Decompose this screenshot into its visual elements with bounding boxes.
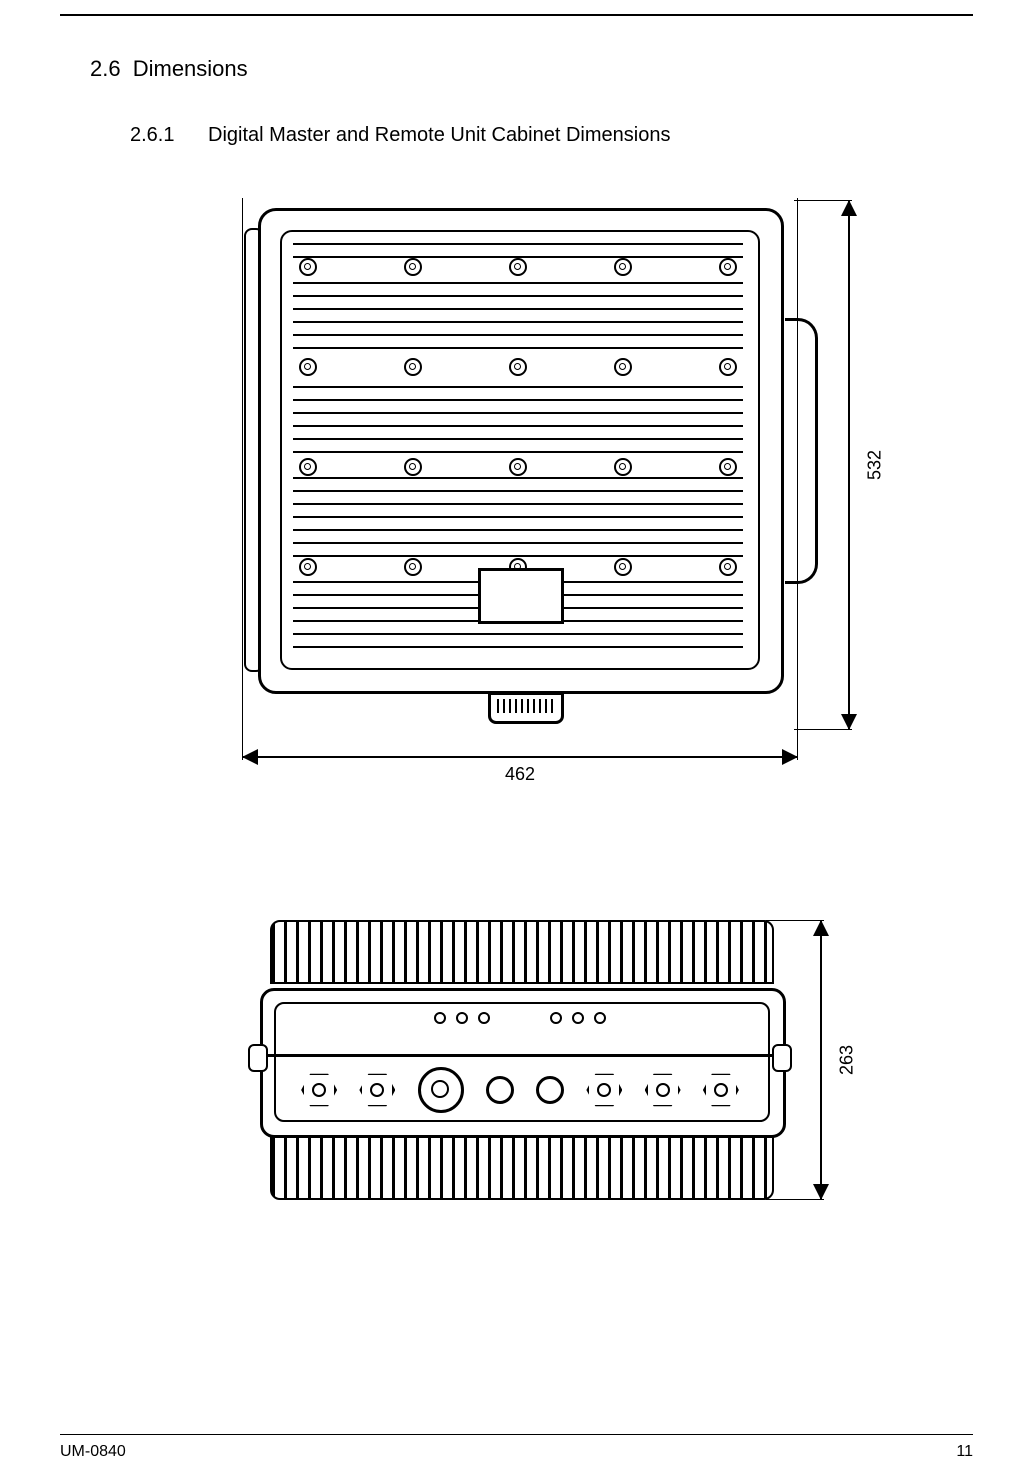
hex-connector-icon — [703, 1072, 739, 1108]
subsection-heading: 2.6.1 Digital Master and Remote Unit Cab… — [130, 124, 670, 147]
screw-icon — [614, 358, 632, 376]
screw-icon — [404, 458, 422, 476]
screw-icon — [614, 458, 632, 476]
hole-icon — [594, 1012, 606, 1024]
dimension-depth-label: 263 — [837, 1045, 858, 1075]
dimension-height: 532 — [838, 200, 878, 730]
screw-icon — [404, 258, 422, 276]
screw-icon — [614, 558, 632, 576]
hex-connector-icon — [645, 1072, 681, 1108]
dimension-width: 462 — [242, 746, 798, 786]
dimension-height-label: 532 — [865, 450, 886, 480]
screw-icon — [719, 458, 737, 476]
arrow-up-icon — [841, 200, 857, 216]
hex-connector-icon — [301, 1072, 337, 1108]
cross-bar — [250, 1054, 790, 1057]
arrow-up-icon — [813, 920, 829, 936]
dimension-line — [848, 200, 850, 730]
name-plate — [478, 568, 564, 624]
screw-icon — [509, 258, 527, 276]
subsection-number: 2.6.1 — [130, 124, 174, 146]
dimension-width-label: 462 — [242, 764, 798, 785]
screw-icon — [299, 558, 317, 576]
page: 2.6 Dimensions 2.6.1 Digital Master and … — [0, 0, 1033, 1481]
screw-icon — [719, 558, 737, 576]
small-connector-icon — [486, 1076, 514, 1104]
hole-icon — [478, 1012, 490, 1024]
footer-page-number: 11 — [956, 1443, 973, 1461]
screw-icon — [299, 258, 317, 276]
dimension-line — [820, 920, 822, 1200]
section-title: Dimensions — [133, 56, 248, 81]
arrow-left-icon — [242, 749, 258, 765]
screw-icon — [299, 458, 317, 476]
small-connector-icon — [536, 1076, 564, 1104]
dimension-line — [242, 756, 798, 758]
arrow-down-icon — [813, 1184, 829, 1200]
screw-icon — [299, 358, 317, 376]
cabinet-front-drawing — [238, 198, 798, 728]
bottom-connector-icon — [488, 692, 564, 724]
section-heading: 2.6 Dimensions — [90, 56, 248, 82]
small-hole-row — [290, 1012, 750, 1028]
top-rule — [60, 14, 973, 16]
screw-icon — [404, 558, 422, 576]
section-number: 2.6 — [90, 56, 121, 81]
arrow-down-icon — [841, 714, 857, 730]
hole-icon — [572, 1012, 584, 1024]
screw-row — [293, 358, 743, 376]
heatsink-fins-top — [270, 920, 774, 984]
screw-row — [293, 258, 743, 276]
bottom-rule — [60, 1434, 973, 1435]
extension-line — [242, 198, 243, 760]
screw-row — [293, 458, 743, 476]
cabinet-bottom-drawing — [250, 920, 790, 1200]
screw-icon — [614, 258, 632, 276]
heatsink-fins-bottom — [270, 1136, 774, 1200]
arrow-right-icon — [782, 749, 798, 765]
large-connector-icon — [418, 1067, 464, 1113]
screw-icon — [509, 458, 527, 476]
connector-row — [290, 1068, 750, 1112]
screw-icon — [404, 358, 422, 376]
footer-doc-id: UM-0840 — [60, 1443, 126, 1461]
hex-connector-icon — [359, 1072, 395, 1108]
bar-cap-icon — [772, 1044, 792, 1072]
hex-connector-icon — [586, 1072, 622, 1108]
hole-icon — [456, 1012, 468, 1024]
handle-icon — [785, 318, 818, 584]
screw-icon — [719, 258, 737, 276]
bar-cap-icon — [248, 1044, 268, 1072]
extension-line — [797, 198, 798, 760]
figure-front-view: 462 532 — [230, 190, 870, 830]
screw-icon — [509, 358, 527, 376]
hole-icon — [434, 1012, 446, 1024]
dimension-depth: 263 — [810, 920, 850, 1200]
figure-bottom-view: 263 — [230, 900, 870, 1240]
hole-icon — [550, 1012, 562, 1024]
subsection-title: Digital Master and Remote Unit Cabinet D… — [208, 124, 670, 146]
screw-icon — [719, 358, 737, 376]
